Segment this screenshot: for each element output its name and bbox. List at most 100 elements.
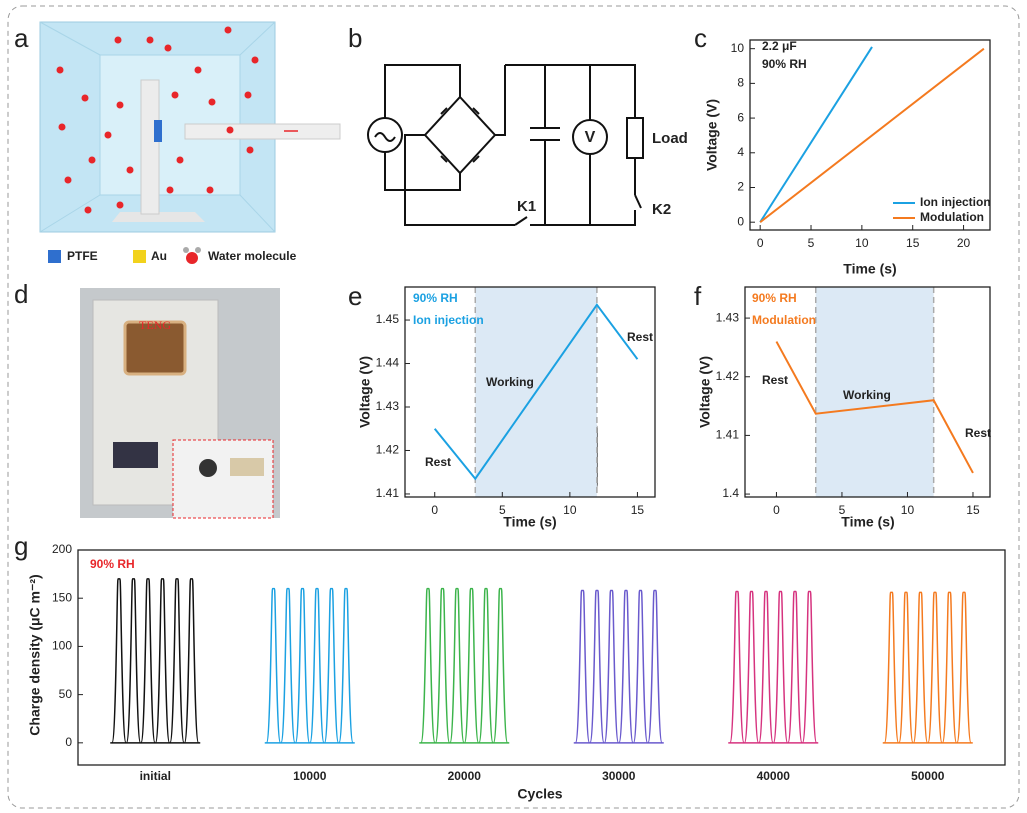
y-tick-label: 8 [737, 76, 744, 90]
peak [772, 590, 789, 744]
switch [514, 194, 642, 226]
board [230, 458, 264, 476]
annotation: 90% RH [762, 57, 807, 71]
y-tick-label: 1.43 [716, 310, 740, 324]
y-tick-label: 1.41 [716, 428, 740, 442]
peak [729, 590, 745, 744]
water-molecule [114, 36, 122, 44]
x-tick-label: 0 [431, 503, 438, 517]
x-axis-label: Time (s) [841, 514, 894, 530]
wire [384, 64, 636, 226]
x-axis-label: Time (s) [843, 261, 896, 277]
y-tick-label: 1.42 [716, 369, 740, 383]
legend-label: PTFE [67, 249, 98, 263]
annotation: 90% RH [752, 291, 797, 305]
x-axis-label: Cycles [517, 786, 562, 802]
water-molecule [244, 91, 252, 99]
y-tick-label: 1.42 [376, 443, 400, 457]
y-tick-label: 10 [731, 41, 745, 55]
peak [420, 587, 436, 744]
panel-letter: f [694, 281, 702, 311]
peak [294, 587, 311, 744]
load-label: Load [652, 130, 688, 147]
legend-label: Au [151, 249, 167, 263]
series-line [775, 341, 974, 474]
icon [183, 247, 189, 253]
panel-letter: a [14, 23, 29, 53]
peak [449, 587, 465, 744]
edge [39, 194, 101, 233]
x-axis-label: Time (s) [503, 514, 556, 530]
plot-frame [404, 286, 656, 498]
diode [440, 107, 480, 163]
peak [589, 589, 605, 744]
base [112, 212, 205, 222]
column [140, 79, 160, 215]
y-tick-label: 50 [59, 687, 73, 701]
plot-frame [744, 286, 991, 498]
device-label: TENG [139, 318, 171, 332]
water-molecule [146, 36, 154, 44]
water-molecule [104, 131, 112, 139]
water-molecule [226, 126, 234, 134]
water-molecule [208, 98, 216, 106]
water-molecule [56, 66, 64, 74]
window [123, 320, 187, 376]
x-tick-label: 10 [563, 503, 577, 517]
source-symbol [374, 132, 396, 142]
x-tick-label: 15 [906, 236, 920, 250]
water-molecule [206, 186, 214, 194]
y-axis-label: Voltage (V) [697, 356, 713, 428]
x-tick-label: 5 [499, 503, 506, 517]
voltmeter [572, 119, 608, 155]
y-tick-label: 1.45 [376, 312, 400, 326]
peak [140, 578, 156, 744]
y-tick-label: 100 [52, 639, 72, 653]
x-tick-label: 5 [839, 503, 846, 517]
annotation: 90% RH [413, 291, 458, 305]
plot-frame [77, 549, 1006, 766]
peak [801, 590, 818, 744]
series-line [759, 46, 873, 223]
peak [280, 587, 296, 744]
annotation: Rest [762, 373, 788, 387]
icon [186, 252, 198, 264]
panel-a: a PTFE Au Water molecule [14, 21, 341, 264]
annotation: Working [843, 388, 891, 402]
peak [787, 590, 803, 744]
series-line [759, 47, 985, 223]
x-tick-label: 15 [966, 503, 980, 517]
water-molecule [81, 94, 89, 102]
annotation: Rest [965, 426, 991, 440]
tube [184, 123, 341, 140]
water-molecule [164, 44, 172, 52]
source [367, 117, 403, 153]
y-tick-label: 1.4 [722, 486, 739, 500]
water-molecule [116, 101, 124, 109]
peak [603, 589, 620, 744]
peak [265, 587, 282, 744]
peak [323, 587, 340, 744]
peak [338, 587, 354, 744]
water-molecule [166, 186, 174, 194]
legend-label: Water molecule [208, 249, 297, 263]
edge [239, 21, 276, 56]
water-molecule [171, 91, 179, 99]
x-tick-label: 5 [808, 236, 815, 250]
x-tick-label: 0 [757, 236, 764, 250]
annotation: Modulation [752, 313, 816, 327]
legend-label: Ion injection [920, 195, 991, 209]
water-molecule [116, 201, 124, 209]
water-molecule [246, 146, 254, 154]
x-tick-label: 10 [901, 503, 915, 517]
meter-label: V [585, 129, 596, 146]
peak [434, 587, 451, 744]
x-tick-label: 10 [855, 236, 869, 250]
peak [125, 578, 142, 744]
peak [912, 591, 929, 744]
y-tick-label: 0 [737, 214, 744, 228]
y-tick-label: 150 [52, 590, 72, 604]
peak [492, 587, 509, 744]
control-panel [113, 442, 158, 468]
peak [154, 578, 171, 744]
